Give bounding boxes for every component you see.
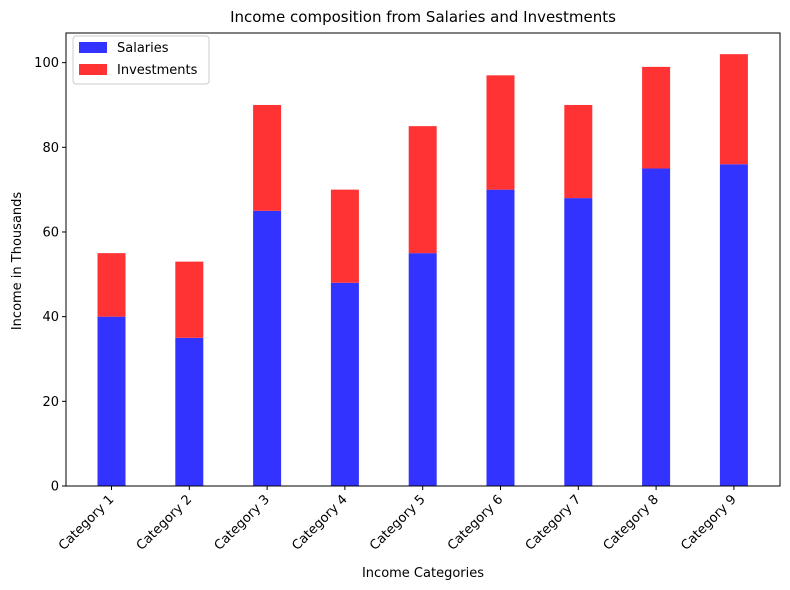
bar-investments-1	[97, 253, 126, 317]
legend-swatch-investments	[79, 64, 107, 75]
bar-salaries-4	[330, 282, 359, 486]
y-tick-label: 20	[42, 395, 59, 410]
bars-group	[97, 54, 748, 487]
plot-frame	[65, 32, 781, 487]
y-tick-label: 40	[42, 310, 59, 325]
bar-investments-7	[564, 104, 593, 199]
bar-salaries-7	[564, 198, 593, 486]
x-tick-label: Category 5	[367, 492, 428, 553]
x-tick-label: Category 1	[56, 492, 117, 553]
legend-label-investments: Investments	[117, 63, 198, 78]
bar-investments-9	[719, 54, 748, 165]
x-tick-label: Category 3	[212, 492, 273, 553]
y-tick-label: 0	[51, 480, 59, 495]
x-tick-label: Category 7	[523, 492, 584, 553]
bar-investments-6	[486, 75, 515, 190]
bar-investments-5	[408, 126, 437, 254]
y-ticks-group: 0 20 40 60 80 100	[34, 56, 66, 495]
y-axis-label: Income in Thousands	[10, 192, 25, 331]
x-tick-label: Category 8	[601, 492, 662, 553]
bar-salaries-3	[253, 210, 282, 486]
bar-salaries-5	[408, 253, 437, 486]
x-ticks-group: Category 1 Category 2 Category 3 Category 4…	[56, 486, 740, 554]
bar-investments-3	[253, 104, 282, 211]
bar-investments-8	[642, 66, 671, 169]
legend-label-salaries: Salaries	[117, 41, 169, 56]
x-tick-label: Category 2	[134, 492, 195, 553]
x-tick-label: Category 6	[445, 492, 506, 553]
bar-investments-4	[330, 189, 359, 283]
y-tick-label: 60	[42, 225, 59, 240]
legend-swatch-salaries	[79, 42, 107, 53]
y-tick-label: 100	[34, 56, 59, 71]
x-tick-label: Category 4	[289, 492, 350, 553]
bar-salaries-1	[97, 316, 126, 486]
legend: Salaries Investments	[72, 35, 210, 85]
y-tick-label: 80	[42, 141, 59, 156]
x-tick-label: Category 9	[678, 492, 739, 553]
bar-salaries-8	[642, 168, 671, 487]
bar-salaries-9	[719, 164, 748, 487]
bar-salaries-2	[175, 337, 204, 486]
bar-investments-2	[175, 261, 204, 338]
bar-salaries-6	[486, 189, 515, 486]
chart-title: Income composition from Salaries and Inv…	[230, 8, 616, 26]
x-axis-label: Income Categories	[362, 566, 484, 581]
